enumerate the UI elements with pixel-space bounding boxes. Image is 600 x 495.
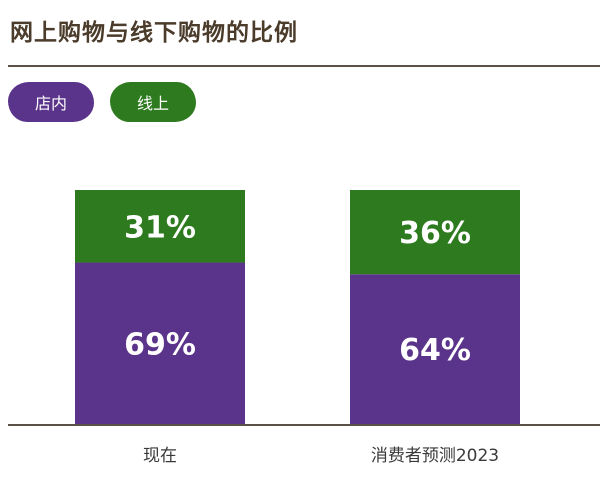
bar-segment-in-store-1[interactable]	[350, 274, 520, 424]
data-label-in-store-0: 69%	[124, 327, 196, 362]
bar-segment-online-0[interactable]	[75, 190, 245, 263]
bar-segment-in-store-0[interactable]	[75, 262, 245, 424]
legend-label-in-store: 店内	[34, 94, 67, 113]
legend-item-in-store[interactable]: 店内	[8, 82, 94, 122]
chart-title: 网上购物与线下购物的比例	[10, 20, 298, 46]
data-label-online-0: 31%	[124, 210, 196, 245]
legend-item-online[interactable]: 线上	[110, 82, 196, 122]
title-divider	[8, 65, 600, 67]
data-label-online-1: 36%	[399, 216, 471, 251]
category-label-1: 消费者预测2023	[371, 446, 499, 466]
category-label-0: 现在	[143, 446, 177, 466]
data-label-in-store-1: 64%	[399, 333, 471, 368]
bar-segment-online-1[interactable]	[350, 190, 520, 275]
legend-label-online: 线上	[136, 94, 169, 113]
